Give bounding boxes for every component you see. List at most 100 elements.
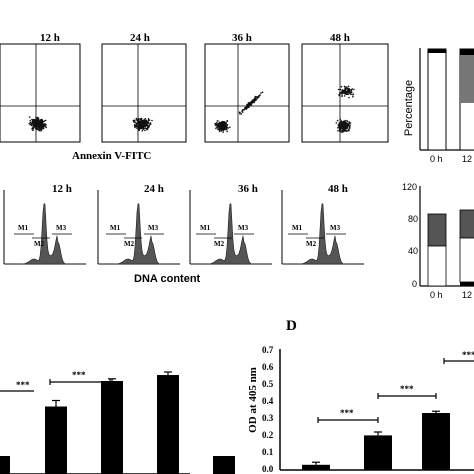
flow-event-dot <box>31 119 34 121</box>
flow-event-dot <box>349 90 351 93</box>
flow-event-dot <box>147 118 150 120</box>
gate-label-m1: M1 <box>200 224 211 232</box>
flow-event-dot <box>41 120 43 122</box>
dot-cloud <box>214 91 264 133</box>
flow-event-dot <box>218 129 221 131</box>
flow-event-dot <box>42 127 45 129</box>
flow-event-dot <box>339 118 342 121</box>
flow-event-dot <box>339 122 341 125</box>
flow-event-dot <box>39 130 41 132</box>
y-tick-label: 0.2 <box>262 430 274 440</box>
flow-event-dot <box>345 119 347 122</box>
panel-letter-d: D <box>286 318 297 334</box>
flow-event-dot <box>252 100 255 103</box>
flow-event-dot <box>37 123 40 125</box>
flow-event-dot <box>33 119 36 121</box>
flow-event-dot <box>142 126 144 129</box>
bar <box>422 413 450 470</box>
flow-event-dot <box>349 93 352 95</box>
flow-event-dot <box>132 119 135 122</box>
cycle-y-tick: 120 <box>402 182 417 192</box>
flow-event-dot <box>239 113 241 115</box>
flow-event-dot <box>141 122 144 125</box>
flow-event-dot <box>350 89 353 92</box>
panel-d-ylabel: OD at 405 nm <box>247 367 259 433</box>
flow-event-dot <box>227 127 229 129</box>
flow-time-label: 48 h <box>330 32 350 44</box>
percentage-ylabel: Percentage <box>403 80 415 136</box>
flow-event-dot <box>346 86 348 88</box>
flow-event-dot <box>348 88 350 90</box>
bar <box>364 435 392 470</box>
flow-event-dot <box>223 121 226 123</box>
panel-c-partial: *** *** <box>0 370 235 474</box>
flow-event-dot <box>222 129 224 132</box>
flow-event-dot <box>341 129 344 132</box>
flow-event-dot <box>147 125 149 127</box>
flow-event-dot <box>340 85 343 88</box>
gate-label-m2: M2 <box>124 240 135 248</box>
flow-event-dot <box>145 119 148 122</box>
flow-event-dot <box>35 123 38 125</box>
flow-event-dot <box>348 89 351 91</box>
percentage-x-tick: 12 <box>462 154 472 164</box>
flow-event-dot <box>29 119 32 122</box>
flow-event-dot <box>148 119 151 121</box>
flow-event-dot <box>45 123 47 126</box>
flow-event-dot <box>143 127 145 130</box>
flow-event-dot <box>338 93 340 96</box>
flow-event-dot <box>31 127 34 129</box>
flow-event-dot <box>140 118 142 121</box>
flow-event-dot <box>215 122 218 124</box>
flow-event-dot <box>217 120 219 122</box>
flow-event-dot <box>346 127 348 129</box>
bar <box>157 375 179 474</box>
hist-x-axis-label: DNA content <box>134 273 201 285</box>
flow-event-dot <box>44 119 47 122</box>
flow-event-dot <box>37 118 40 120</box>
flow-plot-frame <box>204 43 290 143</box>
flow-event-dot <box>33 123 35 125</box>
flow-plot-frame <box>0 43 81 143</box>
flow-event-dot <box>222 126 225 128</box>
flow-event-dot <box>135 117 138 120</box>
flow-event-dot <box>45 126 47 129</box>
flow-event-dot <box>225 126 228 128</box>
gate-label-m3: M3 <box>238 224 249 232</box>
dot-cloud <box>335 85 355 133</box>
histogram-panel-4: 48 h M1 M2 M3 <box>281 183 364 265</box>
flow-event-dot <box>142 125 145 127</box>
flow-event-dot <box>137 126 139 128</box>
bar <box>45 406 67 474</box>
flow-event-dot <box>347 91 350 93</box>
flow-event-dot <box>345 130 348 132</box>
flow-event-dot <box>145 127 147 130</box>
flow-event-dot <box>221 124 223 127</box>
dna-histogram <box>190 203 270 265</box>
stacked-bar-segment-light <box>427 245 447 287</box>
y-tick-label: 0.0 <box>262 464 274 474</box>
y-tick-label: 0.3 <box>262 413 274 423</box>
flow-event-dot <box>137 119 139 121</box>
bar <box>213 456 235 474</box>
stacked-bar-segment <box>428 49 446 53</box>
flow-event-dot <box>215 124 217 127</box>
flow-event-dot <box>351 88 354 90</box>
flow-event-dot <box>145 121 147 123</box>
flow-event-dot <box>31 125 33 127</box>
hist-time-label: 24 h <box>144 183 164 195</box>
flow-event-dot <box>350 91 353 93</box>
flow-panel-2: 24 h <box>101 32 187 143</box>
hist-time-label: 48 h <box>328 183 348 195</box>
flow-event-dot <box>346 120 349 122</box>
flow-event-dot <box>135 127 138 129</box>
bar <box>0 456 10 474</box>
flow-event-dot <box>151 119 153 122</box>
flow-event-dot <box>137 124 140 127</box>
flow-event-dot <box>337 88 340 91</box>
stacked-bar-segment-dark <box>427 213 447 247</box>
flow-event-dot <box>40 128 43 131</box>
flow-event-dot <box>29 123 32 126</box>
flow-event-dot <box>240 113 243 115</box>
flow-event-dot <box>225 128 228 130</box>
